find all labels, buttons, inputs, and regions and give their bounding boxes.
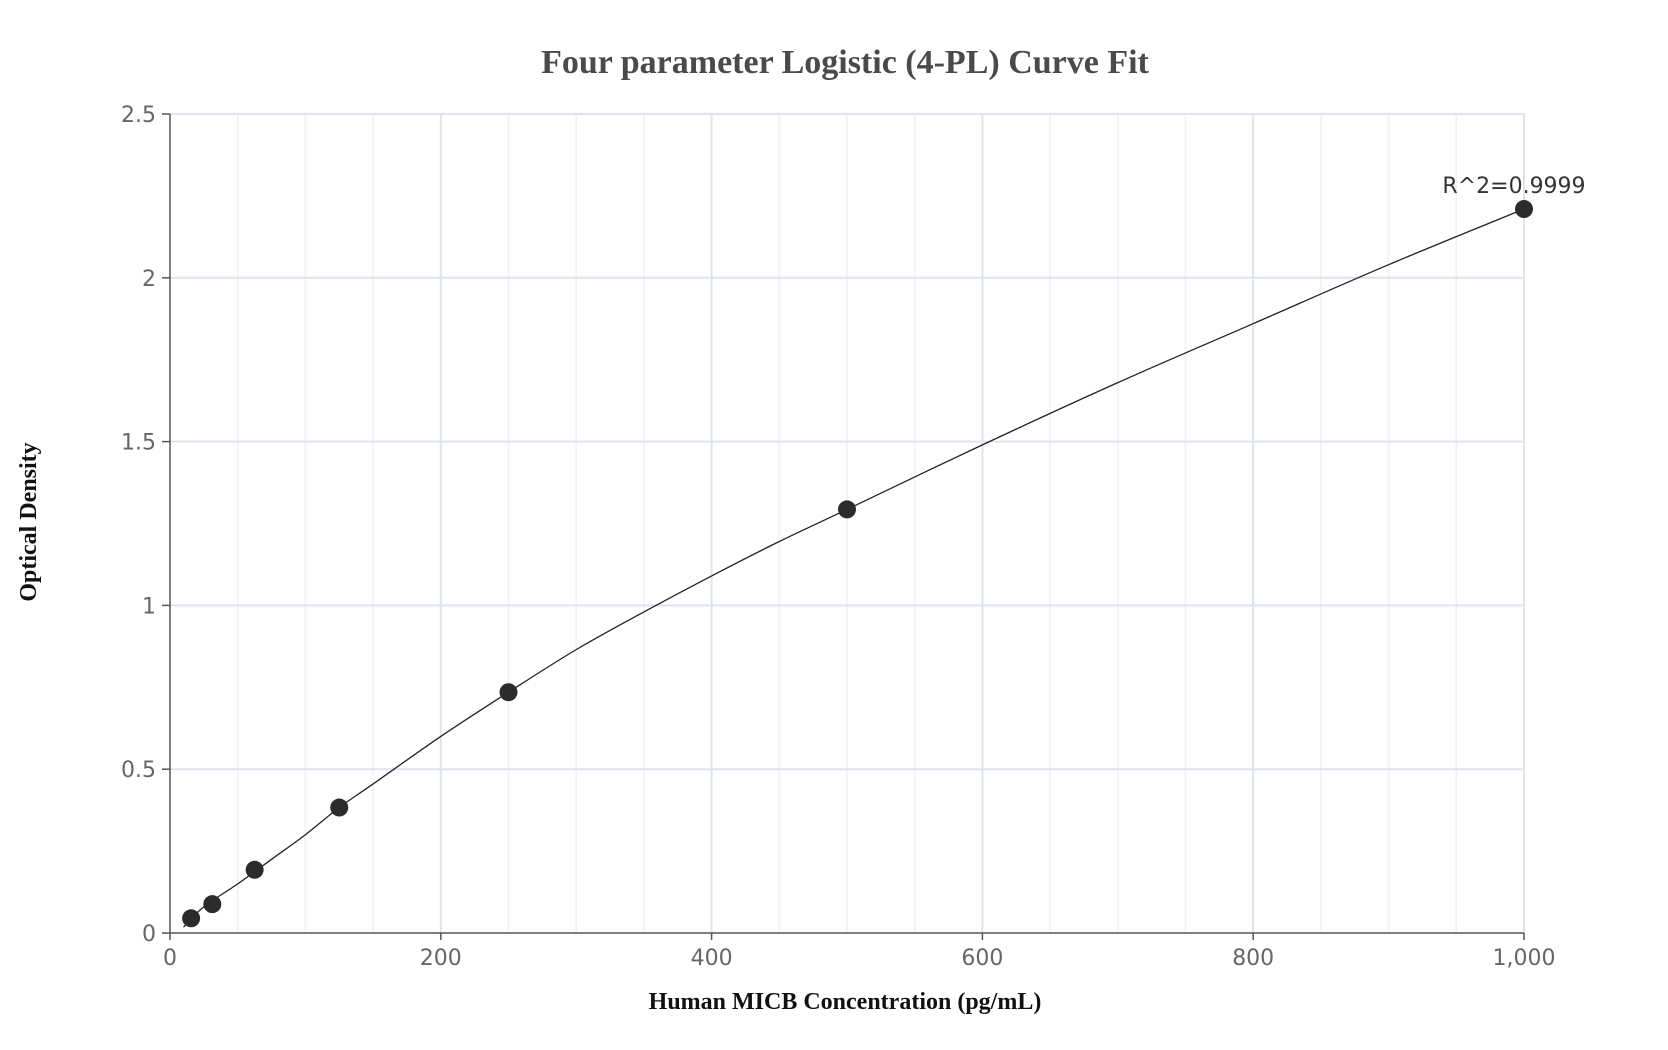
y-axis-ticks: 0 0.5 1 1.5 2 2.5 [121,103,170,947]
axes [169,114,1524,934]
y-tick-label: 1 [142,594,156,619]
x-tick-label: 400 [691,946,733,971]
x-tick-label: 600 [961,946,1003,971]
r-squared-annotation: R^2=0.9999 [1442,174,1585,199]
y-tick-label: 2 [142,267,156,292]
data-point [330,798,349,817]
y-tick-label: 1.5 [121,431,156,456]
x-axis-title: Human MICB Concentration (pg/mL) [649,989,1042,1015]
fit-curve-line [183,208,1525,928]
data-point [838,500,856,519]
data-point [203,895,222,914]
data-point [499,683,518,702]
y-tick-label: 0 [142,922,156,947]
x-tick-label: 1,000 [1493,946,1556,971]
chart-title: Four parameter Logistic (4-PL) Curve Fit [541,44,1149,81]
x-tick-label: 200 [420,946,462,971]
x-tick-label: 800 [1232,946,1274,971]
data-points [182,200,1533,928]
x-tick-label: 0 [163,946,177,971]
data-point [1515,200,1533,219]
y-axis-title: Optical Density [16,442,42,601]
x-axis-ticks: 0 200 400 600 800 1,000 [163,933,1555,971]
y-tick-label: 2.5 [121,103,156,128]
y-tick-label: 0.5 [121,758,156,783]
data-point [245,860,264,879]
grid [170,113,1525,933]
data-point [182,909,201,928]
